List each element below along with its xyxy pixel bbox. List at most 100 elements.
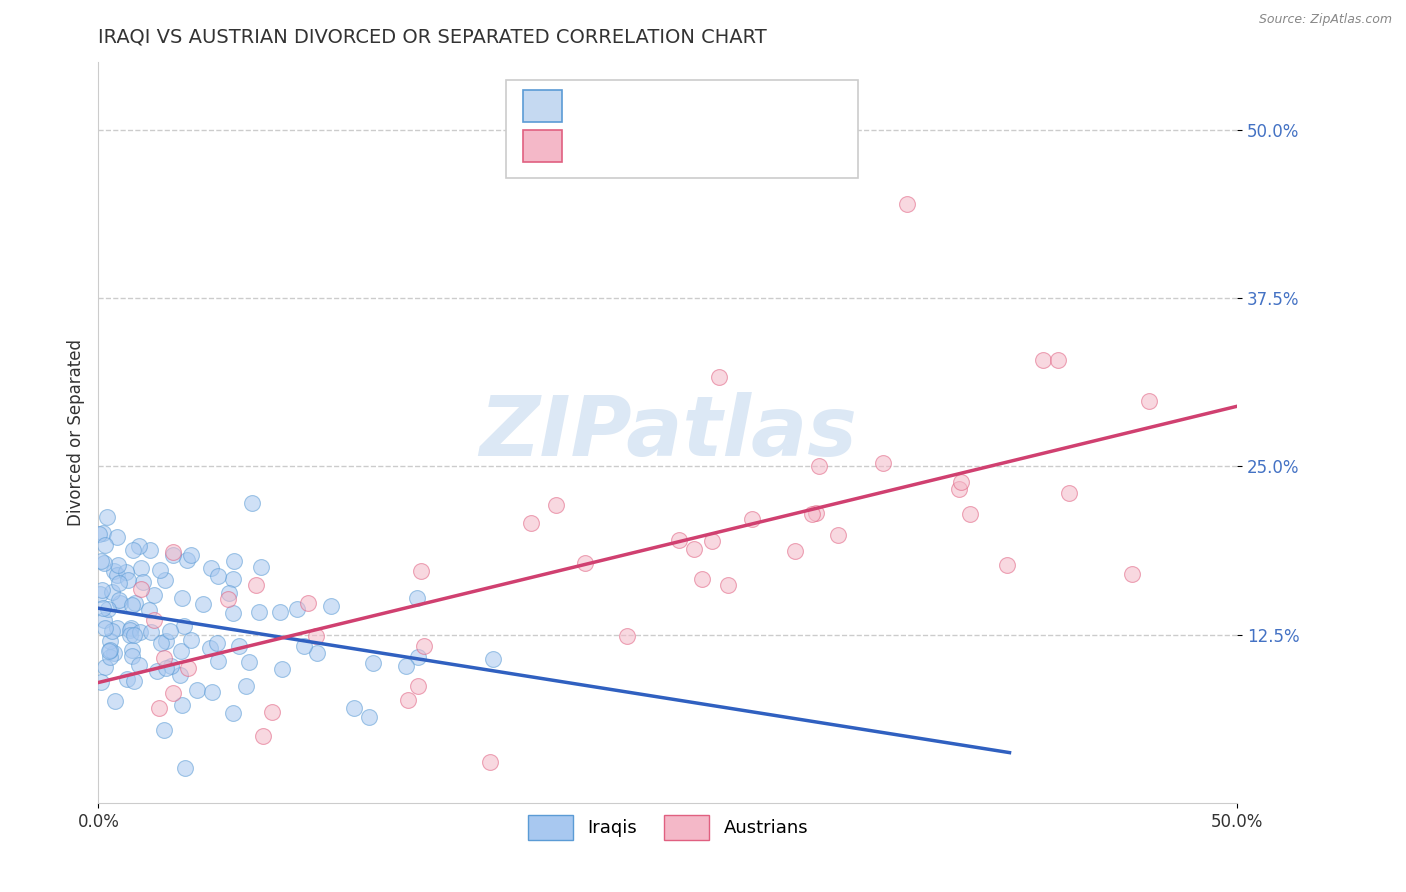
Point bbox=[409, 564, 432, 578]
Point bbox=[245, 578, 267, 592]
Legend: Iraqis, Austrians: Iraqis, Austrians bbox=[519, 805, 817, 849]
Point bbox=[690, 572, 713, 586]
Text: R = -0.376   N = 103: R = -0.376 N = 103 bbox=[574, 96, 778, 116]
Point bbox=[222, 706, 245, 720]
Point bbox=[155, 661, 177, 675]
Point bbox=[741, 512, 763, 526]
Point bbox=[162, 548, 184, 562]
Point bbox=[200, 561, 222, 575]
Point bbox=[159, 624, 181, 638]
Point bbox=[808, 459, 831, 474]
Point bbox=[319, 599, 342, 613]
Point bbox=[124, 596, 146, 610]
Point bbox=[103, 564, 125, 578]
Text: R =  0.281   N =  45: R = 0.281 N = 45 bbox=[574, 136, 772, 156]
Point bbox=[959, 507, 981, 521]
Point bbox=[305, 629, 328, 643]
Point bbox=[121, 621, 143, 635]
Point bbox=[207, 568, 229, 582]
Point bbox=[1057, 486, 1080, 500]
Point bbox=[702, 533, 724, 548]
Point bbox=[995, 558, 1018, 573]
Point bbox=[107, 576, 129, 591]
Point bbox=[406, 649, 429, 664]
Point bbox=[139, 542, 162, 557]
Point bbox=[153, 651, 176, 665]
Point bbox=[94, 538, 117, 552]
Point bbox=[128, 658, 150, 673]
Point bbox=[872, 456, 894, 470]
Point bbox=[101, 584, 124, 599]
Point bbox=[118, 623, 141, 637]
Point bbox=[193, 597, 215, 611]
Point bbox=[709, 370, 731, 384]
Point bbox=[297, 596, 319, 610]
Point bbox=[107, 593, 129, 607]
Point bbox=[101, 624, 124, 639]
Point bbox=[520, 516, 543, 530]
Point bbox=[153, 723, 176, 738]
Point bbox=[361, 657, 384, 671]
Point bbox=[827, 528, 849, 542]
Point bbox=[242, 496, 264, 510]
Point bbox=[173, 761, 195, 775]
Point bbox=[132, 574, 155, 589]
Point bbox=[1121, 566, 1143, 581]
Point bbox=[98, 634, 121, 648]
Point bbox=[176, 553, 198, 567]
Text: Source: ZipAtlas.com: Source: ZipAtlas.com bbox=[1258, 13, 1392, 27]
Point bbox=[405, 591, 427, 605]
Point bbox=[949, 475, 972, 489]
Point bbox=[222, 606, 245, 620]
Point bbox=[98, 649, 121, 664]
Point bbox=[118, 628, 141, 642]
Point bbox=[228, 639, 250, 653]
Point bbox=[269, 605, 291, 619]
Point bbox=[121, 542, 143, 557]
Point bbox=[247, 605, 270, 619]
Point bbox=[96, 510, 118, 524]
Point bbox=[235, 679, 257, 693]
Point bbox=[155, 634, 177, 648]
Point bbox=[343, 701, 366, 715]
Point bbox=[170, 644, 193, 658]
Point bbox=[224, 554, 246, 568]
Point bbox=[396, 692, 419, 706]
Point bbox=[117, 574, 139, 588]
Point bbox=[292, 639, 315, 653]
Point bbox=[200, 641, 222, 656]
Point bbox=[252, 729, 274, 743]
Point bbox=[478, 756, 501, 770]
Point bbox=[394, 658, 416, 673]
Point bbox=[90, 582, 112, 597]
Point bbox=[129, 561, 152, 575]
Point bbox=[148, 701, 170, 715]
Text: IRAQI VS AUSTRIAN DIVORCED OR SEPARATED CORRELATION CHART: IRAQI VS AUSTRIAN DIVORCED OR SEPARATED … bbox=[98, 28, 768, 47]
Point bbox=[121, 649, 143, 664]
Point bbox=[800, 507, 823, 521]
Point bbox=[129, 624, 152, 639]
Point bbox=[155, 573, 177, 587]
Point bbox=[785, 544, 807, 558]
Point bbox=[574, 556, 596, 570]
Point bbox=[90, 554, 112, 568]
Point bbox=[129, 582, 152, 596]
Point bbox=[121, 643, 143, 657]
Point bbox=[207, 654, 229, 668]
Point bbox=[159, 658, 181, 673]
Point bbox=[108, 596, 131, 610]
Point bbox=[238, 655, 260, 669]
Point bbox=[172, 591, 194, 605]
Point bbox=[544, 499, 567, 513]
Point bbox=[270, 661, 292, 675]
Point bbox=[128, 539, 150, 553]
Point bbox=[262, 705, 284, 719]
Point bbox=[668, 533, 690, 547]
Point bbox=[413, 640, 436, 654]
Point bbox=[98, 643, 121, 657]
Point bbox=[105, 530, 128, 544]
Point bbox=[149, 636, 172, 650]
Point bbox=[97, 644, 120, 658]
Point bbox=[1032, 353, 1054, 368]
Point bbox=[717, 578, 740, 592]
